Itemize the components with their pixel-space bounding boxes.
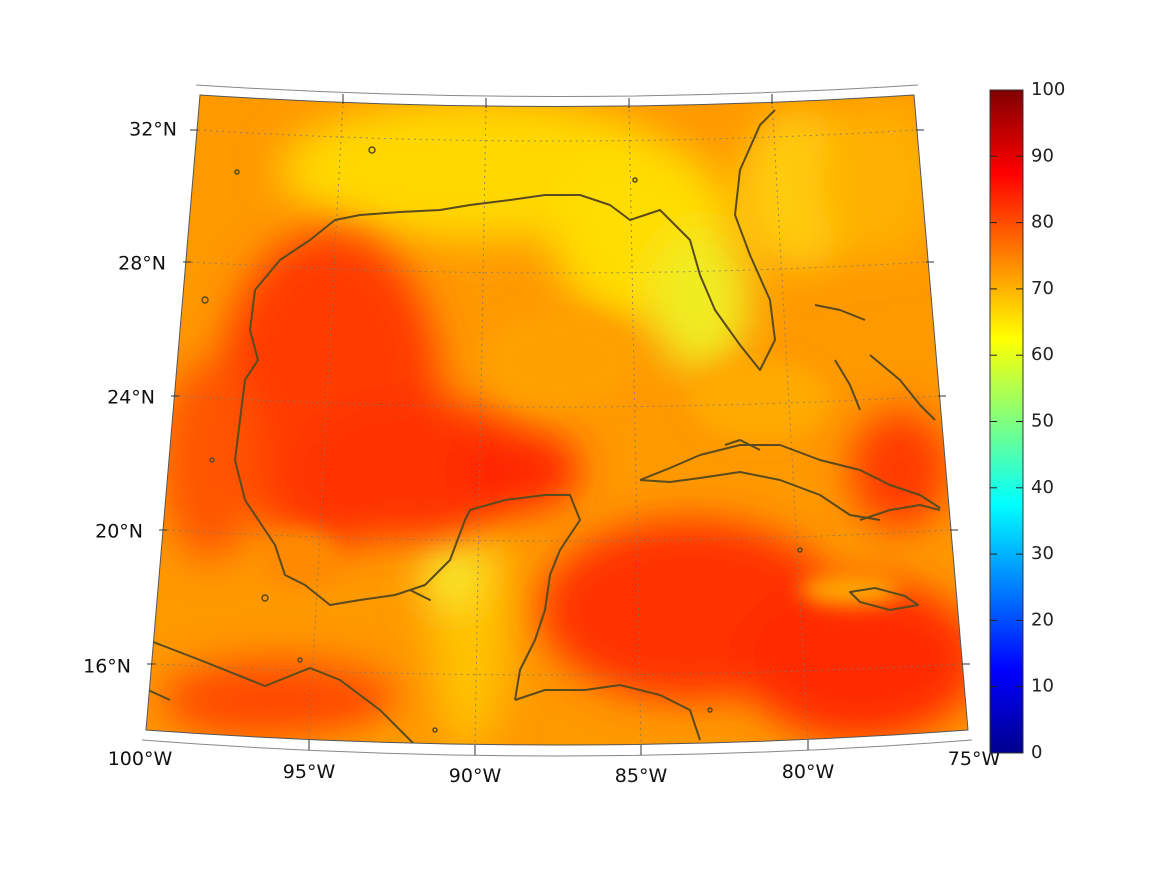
lat-label-28n: 28°N — [118, 253, 166, 275]
map-panel: 32°N 28°N 24°N 20°N 16°N 100°W 95°W 90°W… — [83, 84, 1001, 787]
lon-label-90w: 90°W — [449, 765, 502, 787]
colorbar: 100 90 80 70 60 50 40 30 20 10 0 — [989, 79, 1065, 763]
colorbar-label-80: 80 — [1031, 212, 1054, 233]
lon-label-100w: 100°W — [108, 748, 173, 770]
colorbar-label-50: 50 — [1031, 411, 1054, 432]
colorbar-label-90: 90 — [1031, 145, 1054, 166]
colorbar-label-40: 40 — [1031, 477, 1054, 498]
colorbar-label-70: 70 — [1031, 278, 1054, 299]
lon-label-85w: 85°W — [615, 765, 668, 787]
axis-ticks — [147, 94, 970, 755]
longitude-labels: 100°W 95°W 90°W 85°W 80°W 75°W — [108, 748, 1001, 787]
lat-label-32n: 32°N — [129, 119, 177, 141]
lon-label-80w: 80°W — [782, 761, 835, 783]
colorbar-label-10: 10 — [1031, 676, 1054, 697]
lat-label-16n: 16°N — [83, 656, 131, 678]
lon-label-95w: 95°W — [283, 761, 336, 783]
data-field — [146, 95, 968, 745]
coastlines — [147, 109, 941, 745]
colorbar-label-100: 100 — [1031, 79, 1065, 100]
lon-label-75w: 75°W — [948, 748, 1001, 770]
lat-label-20n: 20°N — [95, 521, 143, 543]
latitude-labels: 32°N 28°N 24°N 20°N 16°N — [83, 119, 177, 678]
colorbar-ticks — [990, 155, 1023, 688]
colorbar-label-30: 30 — [1031, 543, 1054, 564]
colorbar-labels: 100 90 80 70 60 50 40 30 20 10 0 — [1031, 79, 1065, 763]
islands — [201, 146, 803, 733]
colorbar-label-20: 20 — [1031, 609, 1054, 630]
colorbar-label-60: 60 — [1031, 344, 1054, 365]
colorbar-label-0: 0 — [1031, 742, 1042, 763]
map-frame — [145, 94, 969, 746]
lat-label-24n: 24°N — [107, 387, 155, 409]
graticule — [154, 99, 963, 745]
